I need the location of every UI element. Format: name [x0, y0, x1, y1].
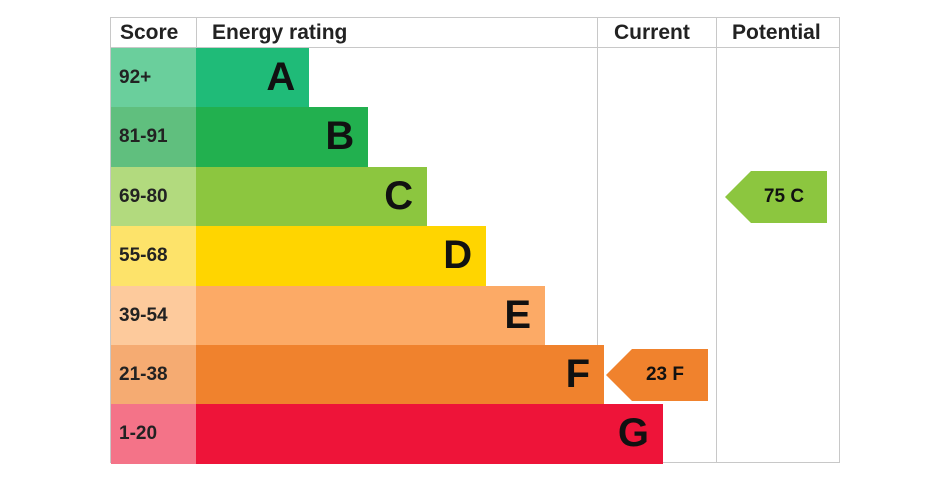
energy-rating-header: Energy rating [212, 21, 348, 44]
potential-column-divider [716, 18, 717, 462]
score-range-f: 21-38 [111, 345, 196, 405]
band-letter-f: F [565, 352, 591, 396]
current-column-divider [597, 18, 598, 462]
current-rating-arrow: 23 F [606, 348, 708, 401]
potential-rating-arrow: 75 C [725, 170, 827, 223]
header-divider [111, 47, 839, 48]
band-bar-c: C [196, 166, 428, 227]
score-range-b: 81-91 [111, 107, 196, 167]
score-range-a: 92+ [111, 48, 196, 108]
band-bar-b: B [196, 107, 369, 167]
potential-rating-label: 75 C [763, 185, 805, 207]
band-bar-f: F [196, 345, 605, 405]
band-bar-e: E [196, 285, 546, 345]
score-range-e: 39-54 [111, 285, 196, 345]
score-header: Score [120, 21, 179, 44]
current-arrow-shape [606, 348, 708, 401]
band-letter-a: A [266, 55, 296, 99]
potential-header: Potential [732, 21, 821, 44]
band-bar-a: A [196, 48, 310, 108]
band-letter-d: D [443, 233, 473, 278]
score-range-c: 69-80 [111, 166, 196, 227]
band-letter-c: C [384, 173, 414, 218]
band-letter-b: B [325, 114, 355, 159]
current-rating-label: 23 F [645, 363, 685, 385]
band-bar-g: G [196, 404, 664, 464]
score-range-g: 1-20 [111, 404, 196, 464]
band-letter-g: G [617, 411, 650, 456]
band-bar-d: D [196, 226, 487, 286]
potential-arrow-shape [725, 170, 827, 223]
epc-chart: Score Energy rating Current Potential 92… [110, 17, 840, 464]
current-header: Current [614, 21, 690, 44]
band-letter-e: E [504, 292, 532, 337]
score-range-d: 55-68 [111, 226, 196, 286]
